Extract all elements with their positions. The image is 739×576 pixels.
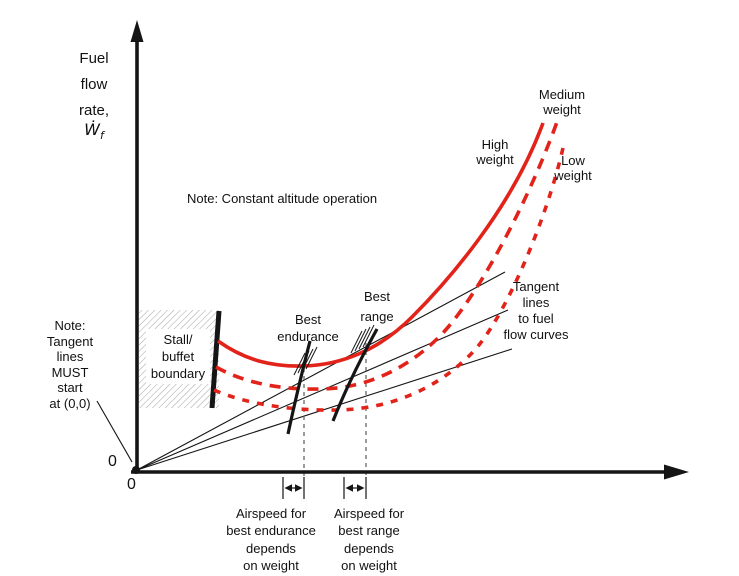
best-range-label: Best range: [360, 289, 394, 324]
y-axis-arrowhead: [130, 20, 144, 42]
y-axis: [130, 20, 144, 470]
origin-note-leader-line: [96, 400, 133, 463]
airspeed-endurance-note: Airspeed for best endurance depends on w…: [226, 506, 316, 573]
range-tangent-hatch-marks: [350, 324, 375, 354]
best-range-locus-line: [331, 328, 379, 422]
high-weight-label: High weight: [476, 137, 514, 167]
best-endurance-locus-line: [286, 340, 312, 435]
high-weight-curve: [216, 122, 545, 368]
tangent-lines-label: Tangent lines to fuel flow curves: [503, 279, 569, 342]
origin-zero-x: 0: [127, 476, 136, 493]
low-weight-label: Low weight: [554, 153, 592, 183]
best-endurance-label: Best endurance: [277, 312, 339, 344]
origin-point: [132, 466, 140, 474]
origin-zero-y: 0: [108, 453, 117, 470]
y-axis-symbol: Ẇf: [58, 120, 130, 143]
stall-boundary-line: [209, 310, 222, 409]
y-axis-symbol-sub: f: [99, 129, 104, 143]
y-axis-symbol-wdot: Ẇ: [84, 120, 100, 139]
x-axis-arrowhead: [664, 464, 689, 480]
medium-weight-curve: [215, 121, 559, 391]
endurance-tangent-hatch-marks: [293, 346, 318, 376]
note-constant-altitude: Note: Constant altitude operation: [187, 191, 378, 206]
y-axis-label: Fuel flow rate,: [78, 50, 109, 119]
note-tangent-origin: Note: Tangent lines MUST start at (0,0): [46, 318, 94, 411]
range-span-marker: [343, 477, 367, 499]
stall-buffet-label: Stall/ buffet boundary: [146, 329, 210, 384]
tangent-lines-from-origin: [136, 271, 513, 471]
airspeed-range-note: Airspeed for best range depends on weigh…: [333, 506, 405, 573]
medium-weight-label: Medium weight: [538, 87, 586, 117]
best-speed-guide-lines: [303, 343, 367, 478]
x-axis: [131, 464, 689, 480]
endurance-span-marker: [282, 477, 305, 499]
